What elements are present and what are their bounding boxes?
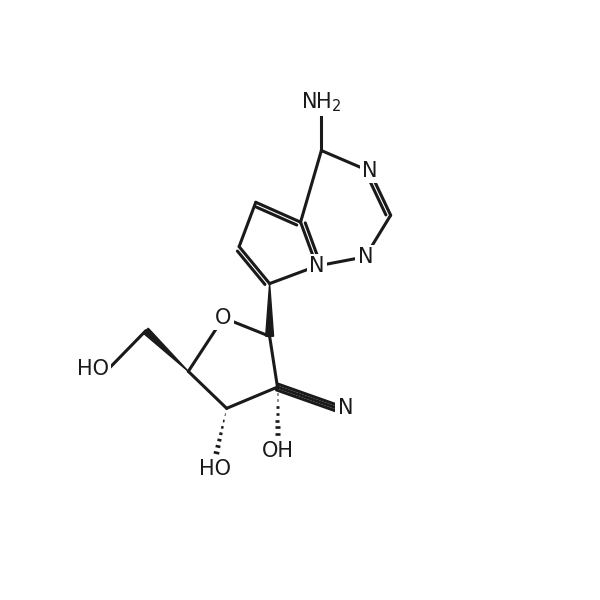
Text: O: O [215, 308, 232, 328]
Polygon shape [143, 328, 188, 371]
Text: NH$_2$: NH$_2$ [301, 90, 341, 114]
Text: HO: HO [199, 459, 231, 479]
Text: N: N [362, 161, 377, 181]
Text: N: N [338, 398, 353, 418]
Text: N: N [358, 247, 373, 267]
Text: OH: OH [262, 440, 293, 461]
Text: N: N [309, 256, 325, 276]
Polygon shape [266, 284, 274, 336]
Text: HO: HO [77, 359, 109, 379]
